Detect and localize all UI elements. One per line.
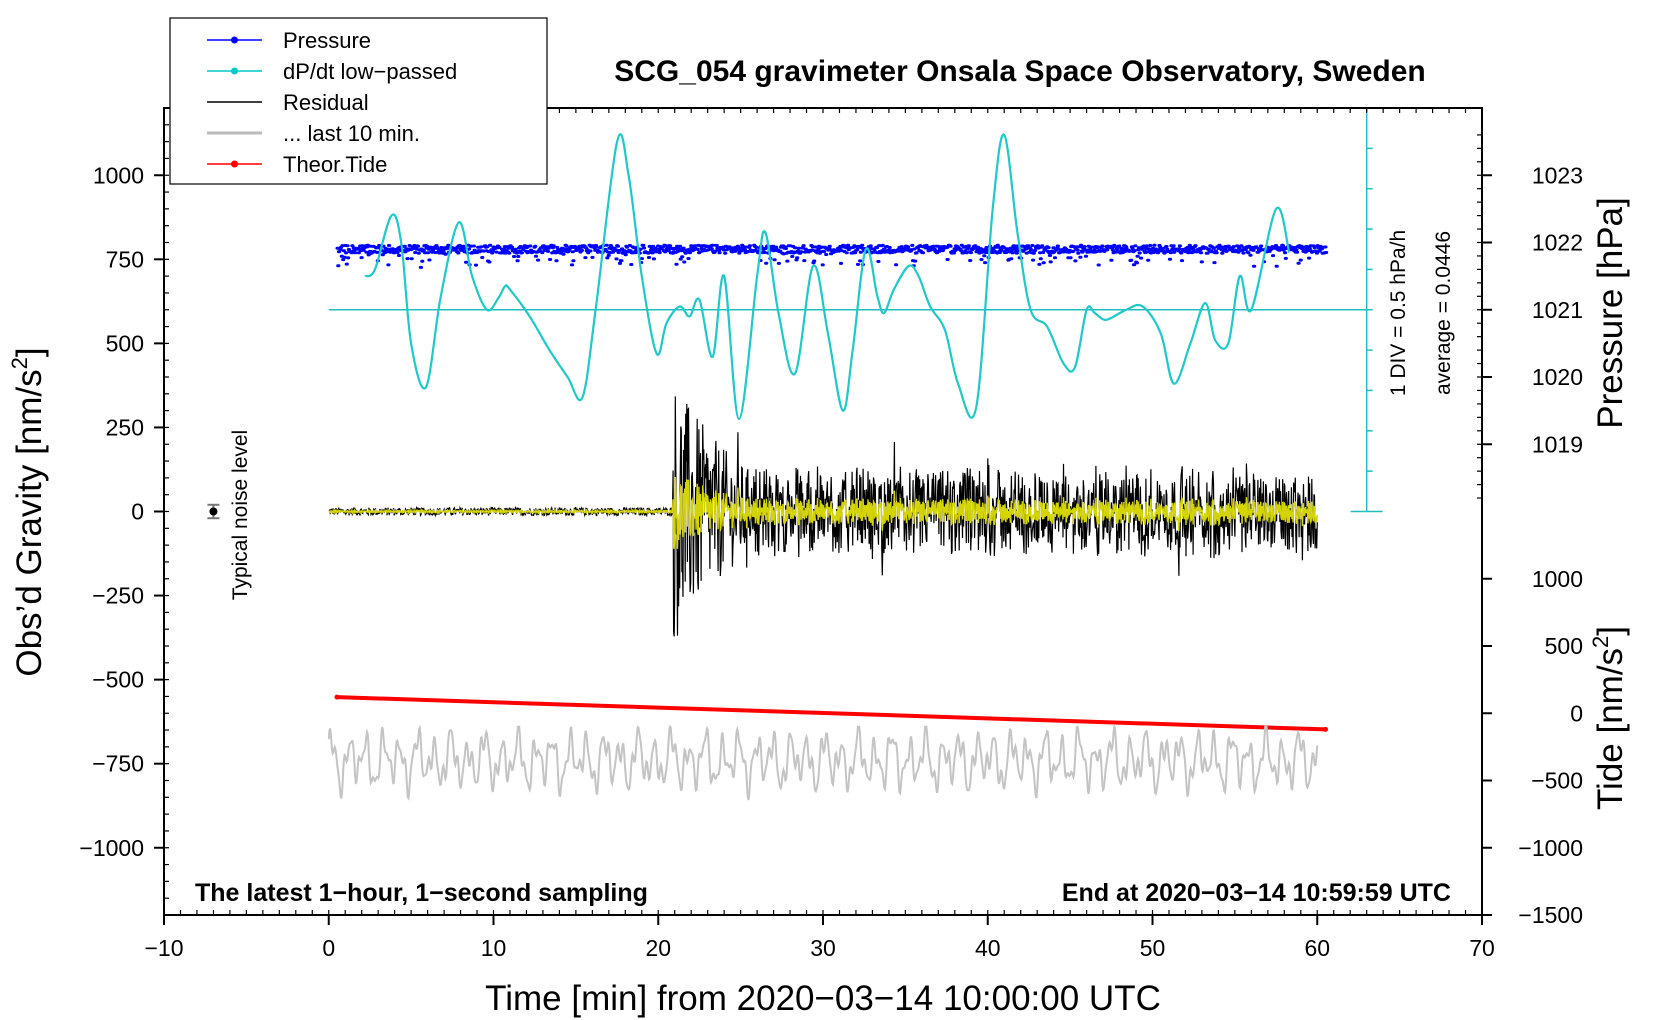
last-10-min-series	[327, 723, 1319, 801]
y-axis-label-tide-main: Tide [nm/s	[1591, 648, 1630, 810]
legend-box	[169, 17, 548, 185]
dpdt-series	[364, 133, 1291, 421]
y-tick-label: 0	[131, 499, 144, 525]
y-tick-label: 250	[106, 414, 144, 440]
footer-right-text: End at 2020−03−14 10:59:59 UTC	[1062, 879, 1451, 907]
theor-tide-series	[334, 694, 1328, 732]
pressure-tick-label: 1020	[1532, 364, 1583, 390]
x-tick-label: 40	[975, 935, 1001, 961]
legend-items: Pressure dP/dt low−passed Residual ... last…	[207, 28, 457, 177]
y-tick-label: −250	[92, 583, 144, 609]
residual-line	[328, 396, 1318, 637]
y-axis-label-gravity-sup: 2	[7, 357, 32, 369]
tide-tick-label: −500	[1531, 768, 1583, 794]
legend-label: dP/dt low−passed	[283, 59, 457, 84]
tide-tick-label: 1000	[1532, 566, 1583, 592]
noise-level-label: Typical noise level	[229, 430, 252, 600]
x-tick-label: 60	[1304, 935, 1330, 961]
y-axis-label-pressure: Pressure [hPa]	[1591, 197, 1630, 429]
tide-tick-label: −1500	[1518, 902, 1583, 928]
typical-noise-marker	[207, 503, 220, 520]
legend-label: Pressure	[283, 28, 371, 53]
y-axis-label-tide: Tide [nm/s2]	[1588, 626, 1630, 810]
scale-bar-label-div: 1 DIV = 0.5 hPa/h	[1387, 230, 1410, 396]
y-tick-label: −750	[92, 751, 144, 777]
y-tick-label: 500	[106, 330, 144, 356]
y-axis-label-gravity: Obs’d Gravity [nm/s2]	[7, 347, 49, 676]
y-axis-label-tide-close: ]	[1591, 626, 1630, 636]
pressure-tick-label: 1019	[1532, 431, 1583, 457]
scale-bar-label-average: average = 0.0446	[1432, 231, 1455, 395]
pressure-tick-label: 1021	[1532, 297, 1583, 323]
tide-point-end	[1322, 726, 1328, 732]
chart-title: SCG_054 gravimeter Onsala Space Observat…	[614, 55, 1426, 88]
tide-tick-label: −1000	[1518, 835, 1583, 861]
y-tick-label: 750	[106, 246, 144, 272]
x-axis-label: Time [min] from 2020−03−14 10:00:00 UTC	[485, 979, 1161, 1018]
x-tick-label: 30	[810, 935, 836, 961]
x-tick-label: 50	[1140, 935, 1166, 961]
tide-tick-label: 0	[1570, 700, 1583, 726]
dpdt-line	[364, 133, 1291, 421]
x-tick-label: 70	[1469, 935, 1495, 961]
y-tick-label: 1000	[93, 162, 144, 188]
legend-label: Residual	[283, 90, 369, 115]
legend-marker	[231, 36, 238, 44]
residual-filtered-line	[328, 476, 1318, 550]
legend: Pressure dP/dt low−passed Residual ... last…	[169, 17, 548, 185]
noise-point	[209, 507, 218, 516]
residual-series	[328, 396, 1318, 637]
y-tick-label: −1000	[79, 835, 144, 861]
legend-marker	[231, 67, 238, 75]
tide-point-start	[334, 694, 340, 700]
x-tick-label: 10	[481, 935, 507, 961]
x-tick-label: 20	[645, 935, 671, 961]
pressure-tick-label: 1022	[1532, 230, 1583, 256]
pressure-points	[335, 243, 1329, 269]
x-axis: −10 0 10 20 30 40 50 60 70	[144, 915, 1495, 961]
x-tick-label: 0	[322, 935, 335, 961]
tide-tick-label: 500	[1545, 633, 1583, 659]
y-axis-label-gravity-close: ]	[10, 347, 49, 357]
pressure-series	[335, 243, 1329, 269]
legend-marker	[231, 160, 238, 168]
dpdt-scale-bar	[328, 107, 1383, 513]
pressure-tick-label: 1023	[1532, 162, 1583, 188]
tide-line	[336, 695, 1326, 732]
y-axis-label-tide-sup: 2	[1588, 636, 1613, 648]
legend-label: ... last 10 min.	[283, 121, 420, 146]
y-axis-tide: 1000 500 0 −500 −1000 −1500	[1482, 566, 1583, 928]
y-axis-label-gravity-main: Obs’d Gravity [nm/s	[10, 369, 49, 676]
x-tick-label: −10	[144, 935, 183, 961]
footer-left-text: The latest 1−hour, 1−second sampling	[195, 879, 648, 907]
last-10-min-line	[327, 723, 1319, 801]
y-axis-pressure: 1023 1022 1021 1020 1019	[1482, 162, 1583, 457]
y-tick-label: −500	[92, 667, 144, 693]
legend-label: Theor.Tide	[283, 152, 387, 177]
y-axis-gravity: 1000 750 500 250 0 −250 −500 −750 −1000	[79, 162, 164, 861]
